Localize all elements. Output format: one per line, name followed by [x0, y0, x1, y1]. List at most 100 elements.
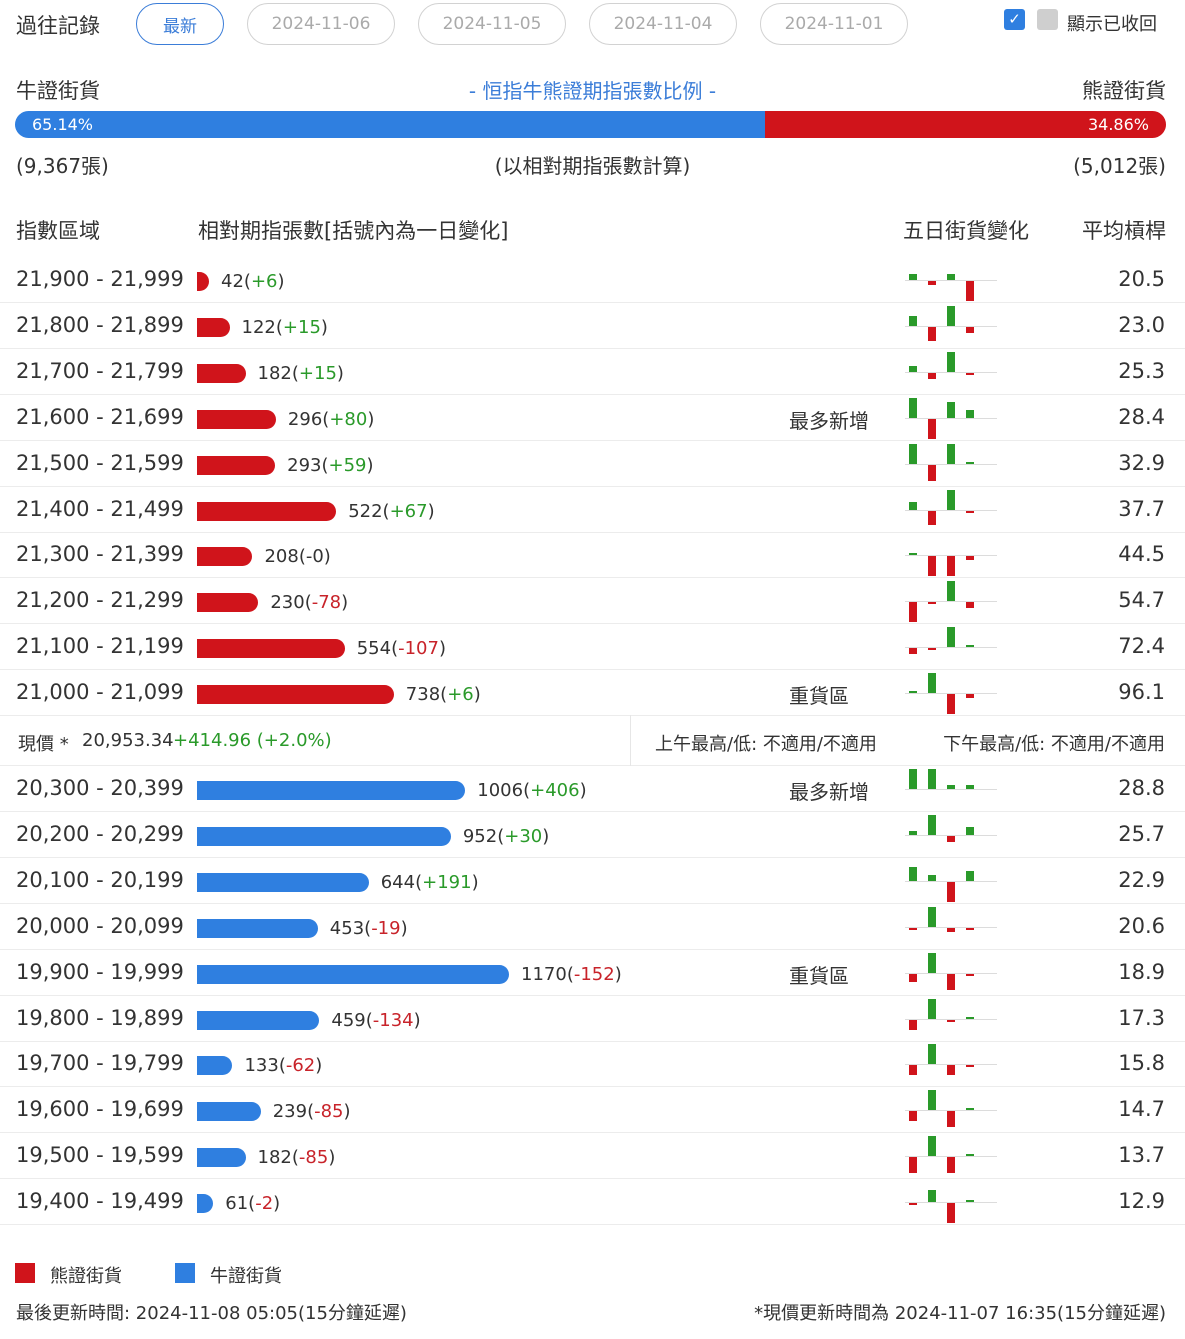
sparkline-baseline — [905, 972, 997, 974]
five-day-sparkline — [905, 1087, 997, 1133]
daily-change: -78 — [311, 592, 342, 614]
contracts-bar — [197, 964, 509, 984]
sparkline-bar — [909, 830, 917, 835]
average-leverage: 44.5 — [1118, 542, 1165, 567]
paren-close: ) — [579, 780, 587, 801]
sparkline-bar — [947, 1065, 955, 1076]
paren-close: ) — [315, 1055, 323, 1077]
paren-open: ( — [291, 1147, 299, 1169]
row-note: 重貨區 — [789, 684, 849, 709]
average-leverage: 25.3 — [1118, 358, 1165, 383]
sparkline-bar — [966, 1154, 974, 1157]
contracts-value: 952(+30) — [463, 826, 549, 847]
price-divider — [630, 715, 631, 766]
daily-change: +6 — [447, 684, 474, 706]
sparkline-baseline — [905, 693, 997, 695]
tab-latest[interactable]: 最新 — [136, 3, 224, 45]
paren-open: ( — [278, 1055, 286, 1077]
index-range: 21,600 - 21,699 — [16, 404, 184, 429]
average-leverage: 12.9 — [1118, 1189, 1165, 1214]
table-row: 20,000 - 20,099 453(-19) 20.6 — [0, 904, 1185, 950]
daily-change: -85 — [298, 1147, 329, 1169]
price-change: +414.96 (+2.0%) — [173, 730, 332, 751]
sparkline-bar — [966, 556, 974, 561]
contracts-count: 554 — [356, 638, 392, 660]
daily-change: -2 — [255, 1193, 274, 1215]
legend-bear-label: 熊證街貨 — [50, 1266, 122, 1287]
sparkline-bar — [947, 927, 955, 932]
contracts-value: 239(-85) — [273, 1101, 351, 1122]
legend-bull-swatch — [175, 1263, 195, 1283]
paren-open: ( — [440, 684, 448, 706]
average-leverage: 22.9 — [1118, 867, 1165, 892]
table-row: 19,500 - 19,599 182(-85) 13.7 — [0, 1133, 1185, 1180]
contracts-value: 230(-78) — [270, 592, 348, 613]
ratio-note: (以相對期指張數計算) — [494, 154, 691, 178]
sparkline-bar — [928, 464, 936, 481]
index-range: 21,800 - 21,899 — [16, 312, 184, 337]
contracts-count: 230 — [270, 592, 305, 614]
five-day-sparkline — [905, 670, 997, 716]
contracts-value: 738(+6) — [406, 684, 481, 705]
daily-change: -152 — [573, 963, 615, 985]
sparkline-bar — [966, 510, 974, 513]
contracts-bar — [197, 639, 345, 659]
daily-change: +15 — [282, 316, 321, 338]
daily-change: +30 — [504, 825, 543, 847]
index-range: 19,400 - 19,499 — [16, 1189, 184, 1214]
collapsed-indicator-box — [1037, 9, 1058, 30]
paren-close: ) — [366, 454, 374, 476]
tab-2024-11-04[interactable]: 2024-11-04 — [589, 3, 737, 45]
price-value: 20,953.34 — [82, 730, 174, 751]
five-day-sparkline — [905, 904, 997, 950]
paren-close: ) — [328, 1147, 336, 1169]
contracts-count: 208 — [264, 546, 299, 568]
daily-change: -107 — [398, 638, 439, 660]
paren-open: ( — [497, 825, 505, 847]
sparkline-bar — [909, 691, 917, 694]
contracts-bar — [197, 1102, 261, 1122]
tab-2024-11-01[interactable]: 2024-11-01 — [760, 3, 908, 45]
sparkline-bar — [947, 1157, 955, 1174]
paren-open: ( — [391, 638, 399, 660]
contracts-bar — [197, 1148, 246, 1168]
sparkline-baseline — [905, 1202, 997, 1204]
show-collapsed-label[interactable]: 顯示已收回 — [1067, 14, 1157, 35]
sparkline-bar — [909, 927, 917, 930]
contracts-value: 1006(+406) — [477, 780, 586, 801]
paren-close: ) — [336, 362, 344, 384]
show-collapsed-checkbox[interactable]: ✓ — [1004, 9, 1025, 30]
bear-ratio-segment: 34.86% — [764, 111, 1166, 138]
bull-outstanding-label: 牛證街貨 — [16, 79, 100, 103]
sparkline-bar — [928, 281, 936, 285]
tab-2024-11-05[interactable]: 2024-11-05 — [418, 3, 566, 45]
daily-change: +406 — [530, 780, 580, 801]
sparkline-bar — [966, 281, 974, 301]
paren-close: ) — [273, 1193, 281, 1215]
tab-2024-11-06[interactable]: 2024-11-06 — [247, 3, 395, 45]
sparkline-bar — [947, 305, 955, 326]
paren-close: ) — [323, 546, 331, 568]
sparkline-bar — [909, 866, 917, 881]
contracts-bar — [197, 826, 451, 846]
table-row: 21,800 - 21,899 122(+15) 23.0 — [0, 303, 1185, 349]
five-day-sparkline — [905, 303, 997, 349]
five-day-sparkline — [905, 858, 997, 904]
sparkline-bar — [947, 835, 955, 842]
average-leverage: 32.9 — [1118, 450, 1165, 475]
contracts-count: 522 — [348, 500, 383, 522]
header-contracts: 相對期指張數[括號內為一日變化] — [198, 219, 509, 243]
sparkline-bar — [909, 315, 917, 326]
contracts-bar — [197, 1056, 233, 1076]
contracts-bar — [197, 317, 230, 337]
bear-ratio-pct: 34.86% — [1087, 115, 1149, 134]
sparkline-baseline — [905, 555, 997, 557]
sparkline-bar — [947, 881, 955, 902]
sparkline-baseline — [905, 1064, 997, 1066]
table-row: 21,100 - 21,199 554(-107) 72.4 — [0, 624, 1185, 671]
sparkline-bar — [947, 556, 955, 577]
sparkline-bar — [928, 418, 936, 439]
ratio-title: - 恒指牛熊證期指張數比例 - — [468, 79, 717, 103]
contracts-value: 459(-134) — [331, 1010, 420, 1031]
contracts-value: 293(+59) — [287, 455, 373, 476]
